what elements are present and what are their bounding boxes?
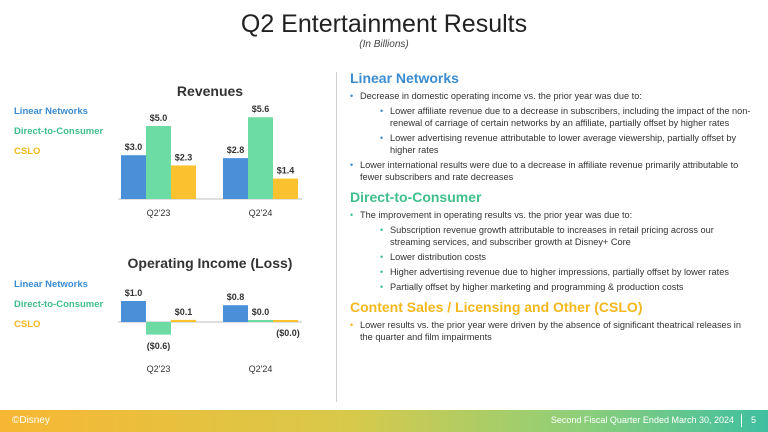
bullet: • Lower international results were due to…	[350, 160, 739, 182]
footer-text: Second Fiscal Quarter Ended March 30, 20…	[550, 415, 734, 425]
bullet: • The improvement in operating results vs…	[350, 210, 633, 220]
bar	[121, 301, 146, 322]
x-tick-label: Q2'24	[249, 208, 273, 218]
footer-bar: ©Disney Second Fiscal Quarter Ended Marc…	[0, 410, 768, 432]
bar	[146, 322, 171, 335]
page-subtitle: (In Billions)	[359, 39, 409, 50]
revenues-legend-cslo: CSLO	[14, 146, 41, 157]
x-tick-label: Q2'23	[147, 208, 171, 218]
bar	[223, 305, 248, 322]
bullet: • Lower results vs. the prior year were d…	[350, 320, 741, 342]
section-heading-cslo: Content Sales / Licensing and Other (CSL…	[350, 299, 643, 315]
bullet: • Decrease in domestic operating income v…	[350, 91, 642, 101]
bar	[248, 320, 273, 322]
data-label: $2.3	[175, 152, 193, 162]
data-label: $0.8	[227, 292, 245, 302]
data-label: $0.1	[175, 307, 193, 317]
oi-legend-linear: Linear Networks	[14, 279, 88, 290]
bar	[248, 117, 273, 199]
data-label: $3.0	[125, 142, 143, 152]
bar	[146, 126, 171, 199]
data-label: $5.0	[150, 113, 168, 123]
sub-bullet: • Lower affiliate revenue due to a decrea…	[380, 106, 751, 128]
data-label: ($0.6)	[147, 341, 171, 351]
sub-bullet: • Partially offset by higher marketing an…	[380, 282, 684, 292]
bar	[223, 158, 248, 199]
oi-legend-dtc: Direct-to-Consumer	[14, 299, 104, 310]
bar	[273, 320, 298, 322]
revenues-legend-linear: Linear Networks	[14, 106, 88, 117]
revenues-chart-title: Revenues	[176, 83, 244, 99]
section-heading-linear: Linear Networks	[350, 70, 459, 86]
sub-bullet: • Subscription revenue growth attributabl…	[380, 225, 714, 247]
x-tick-label: Q2'23	[147, 364, 171, 374]
oi-legend-cslo: CSLO	[14, 319, 41, 330]
data-label: $1.4	[277, 166, 295, 176]
bar	[273, 178, 298, 199]
data-label: $1.0	[125, 288, 143, 298]
x-tick-label: Q2'24	[249, 364, 273, 374]
column-divider	[336, 72, 337, 402]
sub-bullet: • Higher advertising revenue due to highe…	[380, 267, 729, 277]
page-title: Q2 Entertainment Results	[240, 10, 528, 38]
data-label: $2.8	[227, 145, 245, 155]
sub-bullet: • Lower advertising revenue attributable …	[380, 133, 737, 155]
bar	[171, 319, 196, 322]
section-heading-dtc: Direct-to-Consumer	[350, 189, 482, 205]
commentary-panel: Linear Networks • Decrease in domestic op…	[350, 70, 755, 346]
data-label: $5.6	[252, 104, 270, 114]
footer-separator	[741, 414, 742, 427]
revenues-chart: $3.0 $5.0 $2.3 Q2'23 $2.8 $5.6 $1.4 Q2'24	[118, 104, 302, 218]
sub-bullet: • Lower distribution costs	[380, 252, 487, 262]
data-label: $0.0	[252, 307, 270, 317]
bar	[121, 155, 146, 199]
operating-income-chart: $1.0 ($0.6) $0.1 Q2'23 $0.8 $0.0 ($0.0) Q2'24	[118, 288, 302, 374]
operating-income-chart-title: Operating Income (Loss)	[127, 255, 293, 271]
section-linear: Linear Networks • Decrease in domestic op…	[350, 70, 755, 183]
disney-logo: ©Disney	[12, 415, 50, 426]
revenues-legend-dtc: Direct-to-Consumer	[14, 126, 104, 137]
bar	[171, 165, 196, 199]
page-number: 5	[750, 415, 756, 425]
section-dtc: Direct-to-Consumer • The improvement in o…	[350, 189, 755, 293]
data-label: ($0.0)	[276, 328, 300, 338]
section-cslo: Content Sales / Licensing and Other (CSL…	[350, 299, 755, 343]
